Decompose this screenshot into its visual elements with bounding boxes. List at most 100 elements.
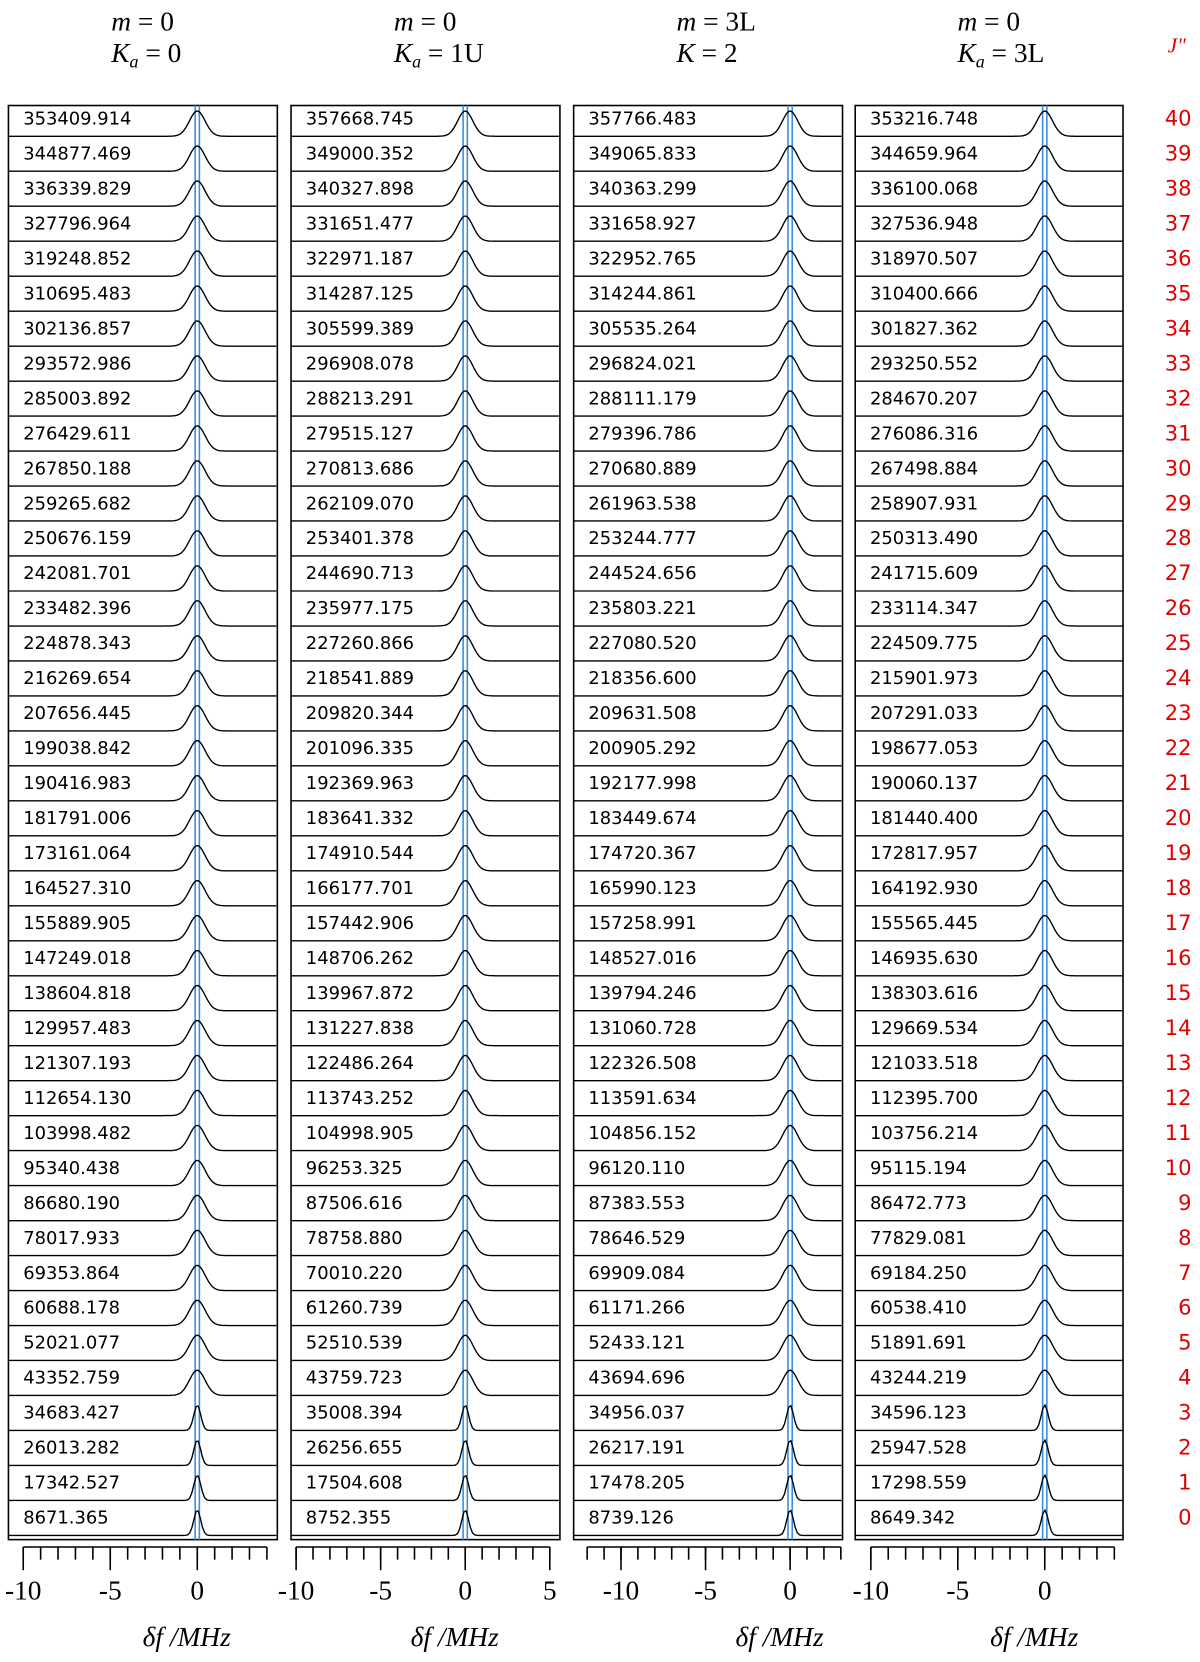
j-label: 19 [1165, 840, 1192, 865]
spectrum-trace [8, 1369, 277, 1397]
spectrum-trace [573, 1509, 842, 1537]
frequency-label: 244690.713 [306, 563, 414, 584]
frequency-label: 43244.219 [870, 1368, 967, 1389]
title-symbol: m [111, 7, 131, 37]
frequency-label: 157258.991 [588, 913, 696, 934]
spectrum-trace [291, 1019, 559, 1047]
spectrum-trace [8, 984, 277, 1012]
frequency-label: 131060.728 [588, 1018, 696, 1039]
j-label: 32 [1165, 385, 1192, 410]
frequency-label: 319248.852 [23, 248, 131, 269]
panel-title: m = 0 [394, 7, 457, 37]
spectrum-trace [291, 565, 559, 592]
j-label: 9 [1178, 1190, 1191, 1215]
spectrum-trace [8, 1054, 277, 1082]
spectrum-trace [291, 1194, 559, 1222]
frequency-label: 147249.018 [23, 948, 131, 969]
j-label: 3 [1178, 1400, 1191, 1425]
frequency-label: 95340.438 [23, 1158, 120, 1179]
spectrum-trace [291, 1229, 559, 1257]
spectrum-trace [291, 530, 559, 557]
spectrum-trace [291, 1124, 559, 1152]
spectrum-trace [291, 1510, 559, 1537]
spectrum-trace [573, 110, 842, 137]
frequency-label: 164192.930 [870, 878, 978, 899]
frequency-label: 336339.829 [23, 178, 131, 199]
spectrum-trace [573, 809, 842, 837]
frequency-label: 78758.880 [306, 1228, 403, 1249]
j-label: 11 [1165, 1120, 1192, 1145]
frequency-label: 69184.250 [870, 1263, 967, 1284]
frequency-label: 131227.838 [306, 1018, 414, 1039]
title-text: = 0 [414, 7, 457, 37]
j-label: 38 [1165, 175, 1192, 200]
spectrum-trace [291, 285, 559, 312]
spectrum-trace [8, 285, 277, 312]
frequency-label: 209820.344 [306, 703, 414, 724]
spectrum-trace [291, 495, 559, 522]
spectrum-trace [573, 669, 842, 697]
j-label: 40 [1165, 106, 1192, 131]
frequency-label: 155565.445 [870, 913, 978, 934]
frequency-label: 305535.264 [588, 318, 696, 339]
spectrum-trace [573, 1089, 842, 1117]
j-label: 24 [1165, 665, 1192, 690]
frequency-label: 322952.765 [588, 248, 696, 269]
spectrum-trace [291, 635, 559, 662]
frequency-label: 8752.355 [306, 1508, 391, 1529]
frequency-label: 216269.654 [23, 668, 131, 689]
frequency-label: 61260.739 [306, 1298, 403, 1319]
spectrum-trace [8, 1229, 277, 1257]
frequency-label: 43694.696 [588, 1368, 685, 1389]
frequency-label: 250676.159 [23, 528, 131, 549]
spectrum-trace [855, 495, 1124, 522]
j-label: 27 [1165, 560, 1192, 585]
j-label: 23 [1165, 700, 1192, 725]
frequency-label: 77829.081 [870, 1228, 967, 1249]
spectrum-trace [573, 495, 842, 522]
j-label: 2 [1178, 1435, 1191, 1460]
frequency-label: 87506.616 [306, 1193, 403, 1214]
frequency-label: 121033.518 [870, 1053, 978, 1074]
spectrum-trace [291, 425, 559, 452]
frequency-label: 69353.864 [23, 1263, 120, 1284]
spectrum-trace [291, 879, 559, 907]
x-axis-label: δf /MHz [736, 1622, 824, 1652]
spectrum-trace [291, 390, 559, 417]
frequency-label: 183449.674 [588, 808, 696, 829]
j-label: 13 [1165, 1050, 1192, 1075]
spectrum-trace [855, 599, 1124, 627]
spectrum-trace [8, 1089, 277, 1117]
j-label: 22 [1165, 735, 1192, 760]
spectrum-trace [291, 355, 559, 382]
frequency-label: 235977.175 [306, 598, 414, 619]
frequency-label: 122326.508 [588, 1053, 696, 1074]
spectrum-trace [291, 670, 559, 697]
frequency-label: 138604.818 [23, 983, 131, 1004]
title-symbol: m [394, 7, 414, 37]
j-label: 35 [1165, 280, 1192, 305]
spectrum-trace [291, 180, 559, 207]
frequency-label: 207656.445 [23, 703, 131, 724]
spectrum-trace [855, 669, 1124, 697]
spectrum-trace [291, 740, 559, 767]
spectrum-trace [8, 740, 277, 767]
spectrum-trace [855, 425, 1124, 452]
panel-title: m = 0 [957, 7, 1020, 37]
frequency-label: 121307.193 [23, 1053, 131, 1074]
frequency-label: 218541.889 [306, 668, 414, 689]
spectrum-trace [573, 530, 842, 557]
spectrum-trace [855, 564, 1124, 592]
spectrum-trace [573, 1229, 842, 1257]
panel-title: m = 0 [111, 7, 174, 37]
spectrum-trace [8, 949, 277, 977]
frequency-label: 174910.544 [306, 843, 414, 864]
title-text: = 0 [977, 7, 1020, 37]
title-text: = 0 [131, 7, 174, 37]
spectrum-trace [855, 250, 1124, 277]
spectrum-trace [291, 844, 559, 872]
spectrum-trace [8, 180, 277, 207]
spectrum-trace [8, 670, 277, 697]
j-label: 16 [1165, 945, 1192, 970]
x-tick-label: 0 [1038, 1576, 1052, 1606]
